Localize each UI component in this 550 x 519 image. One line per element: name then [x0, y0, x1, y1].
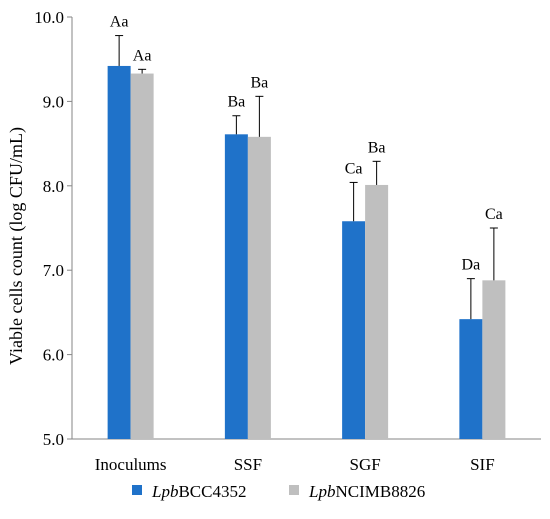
bar-0-3 [459, 319, 483, 439]
y-tick-label: 5.0 [43, 430, 64, 449]
bar-annotation: Aa [110, 14, 129, 31]
legend-label-0: LpbBCC4352 [151, 482, 247, 501]
x-tick-label: Inoculums [95, 455, 167, 474]
x-tick-label: SIF [470, 455, 495, 474]
bar-1-2 [365, 184, 389, 439]
bar-0-0 [107, 65, 131, 440]
legend-swatch-0 [132, 485, 142, 495]
bar-annotation: Da [462, 257, 481, 274]
x-axis: Inoculums SSF SGF SIF [72, 438, 541, 474]
bar-annotation: Ba [368, 139, 386, 156]
legend-label-1: LpbNCIMB8826 [308, 482, 425, 501]
legend-label-suffix: BCC4352 [178, 482, 246, 501]
x-tick-label: SGF [350, 455, 381, 474]
legend-swatch-1 [289, 485, 299, 495]
legend-label-suffix: NCIMB8826 [335, 482, 425, 501]
y-tick-label: 8.0 [43, 177, 64, 196]
bar-1-1 [247, 136, 271, 439]
x-tick-label: SSF [234, 455, 262, 474]
bar-annotation: Ca [485, 206, 503, 223]
bar-annotation: Aa [133, 47, 152, 64]
legend-label-prefix: Lpb [151, 482, 178, 501]
bars [107, 35, 506, 440]
bar-1-3 [482, 280, 506, 439]
legend-label-prefix: Lpb [308, 482, 335, 501]
bar-annotation: Ba [227, 94, 245, 111]
y-axis-title: Viable cells count (log CFU/mL) [6, 127, 27, 365]
legend: LpbBCC4352 LpbNCIMB8826 [132, 482, 425, 501]
bar-annotations: Aa Ba Ca Da Aa Ba Ba Ca [110, 14, 503, 274]
bar-0-1 [224, 134, 248, 440]
bar-annotation: Ca [345, 160, 363, 177]
y-tick-label: 10.0 [34, 8, 64, 27]
bar-0-2 [342, 221, 366, 439]
bar-annotation: Ba [250, 74, 268, 91]
y-tick-label: 6.0 [43, 346, 64, 365]
bar-1-0 [130, 73, 154, 439]
y-tick-label: 7.0 [43, 261, 64, 280]
y-axis: 5.0 6.0 7.0 8.0 9.0 10.0 [34, 8, 73, 449]
y-tick-label: 9.0 [43, 92, 64, 111]
